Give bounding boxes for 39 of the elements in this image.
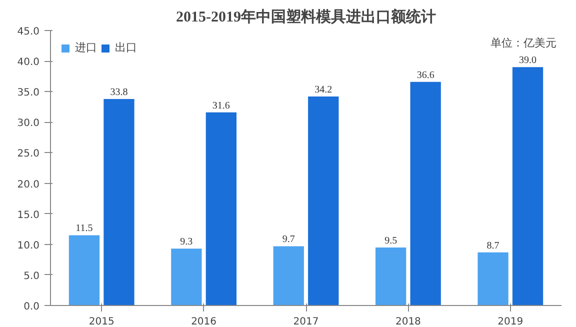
bar [68, 235, 100, 306]
y-tick-label: 35.0 [17, 88, 40, 99]
y-tick-label: 30.0 [17, 118, 40, 130]
bar [308, 96, 339, 306]
data-label: 9.3 [180, 236, 193, 248]
y-tick-label: 25.0 [17, 148, 40, 160]
x-tick-label: 2015 [88, 316, 114, 327]
data-label: 33.8 [110, 86, 128, 98]
data-label: 11.5 [76, 223, 93, 234]
bar [171, 248, 202, 306]
data-label: 9.7 [282, 234, 295, 246]
data-label: 31.6 [212, 100, 230, 112]
y-tick-label: 40.0 [17, 57, 40, 68]
legend-label: 出口 [115, 40, 137, 55]
bar [512, 67, 544, 306]
y-tick-label: 45.0 [17, 26, 40, 38]
x-tick-label: 2017 [293, 316, 319, 327]
y-tick-label: 20.0 [17, 179, 40, 190]
bar [410, 82, 441, 306]
data-label: 36.6 [416, 70, 434, 81]
legend-label: 进口 [75, 40, 97, 55]
y-tick-label: 0.0 [24, 302, 40, 312]
bar [478, 252, 508, 306]
y-tick-label: 5.0 [24, 270, 40, 282]
data-label: 8.7 [486, 240, 500, 252]
bar [273, 246, 304, 306]
data-label: 9.5 [384, 235, 398, 246]
x-tick-label: 2016 [191, 316, 217, 327]
chart-title: 2015-2019年中国塑料模具进出口额统计 [176, 8, 436, 26]
annotation: 单位：亿美元 [490, 36, 556, 50]
bar [206, 112, 237, 306]
x-tick-label: 2019 [498, 316, 524, 327]
y-tick-label: 10.0 [17, 240, 40, 252]
bar [104, 98, 134, 306]
x-tick-label: 2018 [395, 316, 421, 327]
y-tick-label: 15.0 [17, 210, 40, 221]
bar [375, 247, 406, 306]
data-label: 39.0 [519, 55, 537, 66]
data-label: 34.2 [314, 84, 332, 96]
